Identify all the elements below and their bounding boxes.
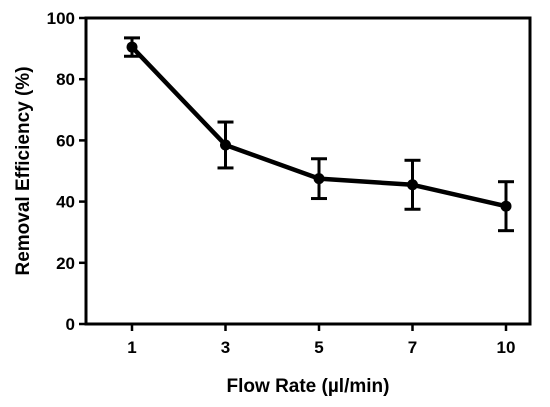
- y-axis-title: Removal Efficiency (%): [13, 66, 34, 275]
- x-tick-label: 3: [221, 338, 230, 357]
- x-tick-label: 10: [497, 338, 516, 357]
- y-tick-label: 0: [66, 315, 75, 334]
- data-point: [407, 179, 418, 191]
- y-tick-label: 60: [56, 131, 75, 150]
- x-axis-title: Flow Rate (µl/min): [227, 376, 390, 397]
- data-point: [126, 41, 138, 53]
- x-tick-label: 1: [127, 338, 136, 357]
- x-tick-label: 5: [314, 338, 323, 357]
- plot-frame: [84, 16, 532, 326]
- x-axis-ticks: 1 3 5 7 10: [127, 324, 515, 357]
- y-tick-label: 100: [47, 9, 75, 28]
- series-group: [124, 36, 514, 233]
- data-point: [313, 173, 325, 185]
- x-tick-label: 7: [408, 338, 417, 357]
- y-axis-ticks: 0 20 40 60 80 100: [47, 9, 86, 334]
- y-tick-label: 20: [56, 254, 75, 273]
- data-point: [220, 139, 231, 151]
- data-point: [500, 200, 512, 212]
- y-tick-label: 80: [56, 70, 75, 89]
- y-tick-label: 40: [56, 193, 75, 212]
